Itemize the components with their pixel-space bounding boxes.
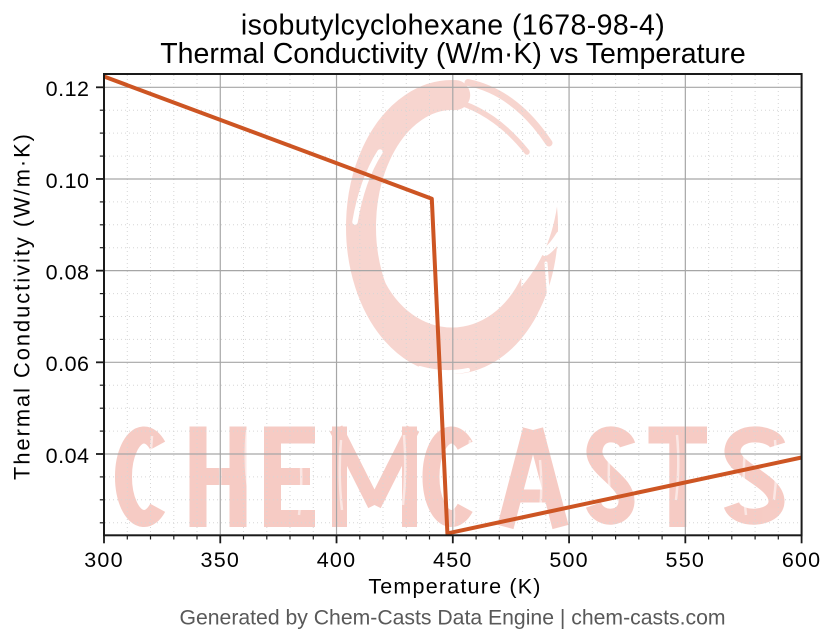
svg-text:Generated by Chem-Casts Data E: Generated by Chem-Casts Data Engine | ch… bbox=[179, 607, 725, 630]
svg-text:600: 600 bbox=[782, 548, 821, 572]
svg-text:0.08: 0.08 bbox=[46, 261, 90, 285]
svg-text:300: 300 bbox=[84, 548, 123, 572]
svg-text:0.04: 0.04 bbox=[46, 444, 90, 468]
svg-text:Thermal Conductivity (W/m·K): Thermal Conductivity (W/m·K) bbox=[10, 132, 35, 480]
svg-text:Temperature (K): Temperature (K) bbox=[368, 575, 541, 599]
svg-text:400: 400 bbox=[317, 548, 356, 572]
svg-text:0.12: 0.12 bbox=[46, 77, 90, 101]
svg-text:350: 350 bbox=[201, 548, 240, 572]
svg-text:0.06: 0.06 bbox=[46, 352, 90, 376]
svg-text:500: 500 bbox=[549, 548, 588, 572]
svg-text:450: 450 bbox=[433, 548, 472, 572]
svg-text:isobutylcyclohexane (1678-98-4: isobutylcyclohexane (1678-98-4) bbox=[241, 10, 665, 42]
svg-text:550: 550 bbox=[666, 548, 705, 572]
svg-text:0.10: 0.10 bbox=[46, 169, 90, 193]
svg-text:Thermal Conductivity (W/m·K) v: Thermal Conductivity (W/m·K) vs Temperat… bbox=[160, 38, 745, 70]
